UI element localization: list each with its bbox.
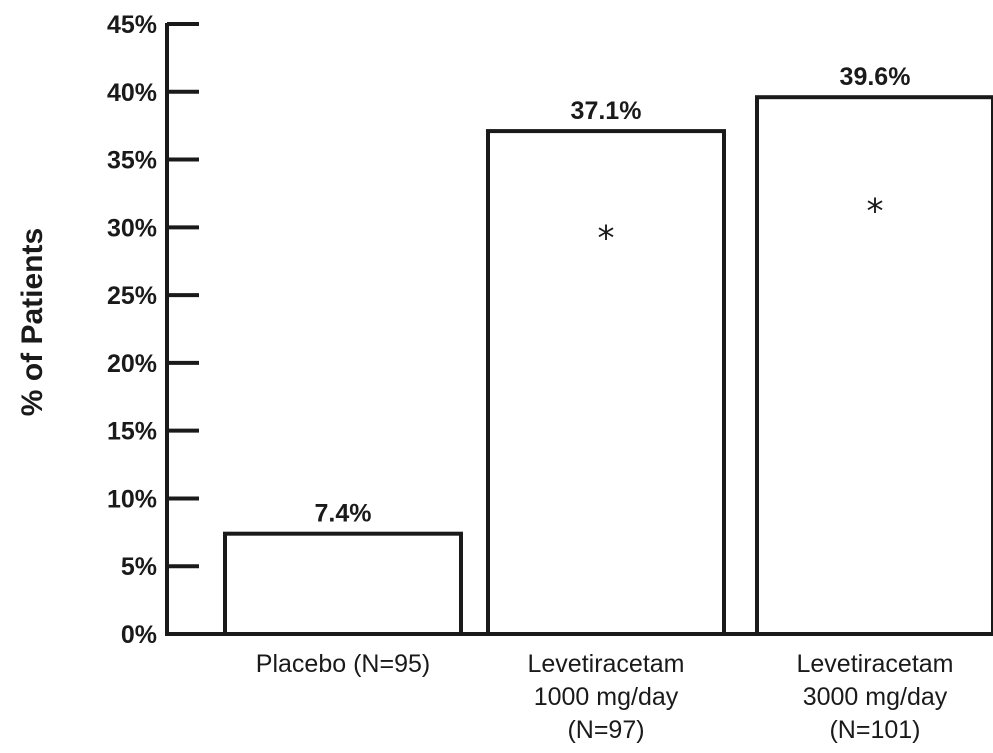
y-tick-label: 45% bbox=[107, 11, 157, 39]
x-category-label: Levetiracetam bbox=[527, 650, 684, 678]
bar-group: 37.1% * bbox=[486, 97, 726, 636]
bar bbox=[486, 129, 726, 636]
x-category-label: Placebo (N=95) bbox=[256, 650, 430, 678]
significance-asterisk: * bbox=[598, 219, 615, 259]
x-category-label: 1000 mg/day bbox=[534, 683, 679, 711]
bar-group: 39.6% * bbox=[755, 63, 993, 636]
bar-value-label: 7.4% bbox=[315, 500, 372, 528]
x-axis: Placebo (N=95) Levetiracetam 1000 mg/day (N… bbox=[165, 632, 990, 744]
bar-value-label: 39.6% bbox=[840, 63, 911, 91]
bar-value-label: 37.1% bbox=[571, 97, 642, 125]
y-tick-label: 15% bbox=[107, 418, 157, 446]
bars: 7.4% 37.1% * 39.6% * bbox=[223, 63, 993, 637]
y-tick-label: 30% bbox=[107, 214, 157, 242]
x-category-label: (N=101) bbox=[829, 716, 920, 744]
y-tick-label: 20% bbox=[107, 350, 157, 378]
x-category-label: Levetiracetam bbox=[796, 650, 953, 678]
significance-asterisk: * bbox=[867, 192, 884, 232]
x-category-label: (N=97) bbox=[567, 716, 644, 744]
bar bbox=[755, 95, 993, 636]
y-tick-label: 40% bbox=[107, 79, 157, 107]
y-tick-label: 25% bbox=[107, 282, 157, 310]
y-tick-label: 5% bbox=[121, 553, 157, 581]
x-category-label: 3000 mg/day bbox=[803, 683, 948, 711]
y-tick-label: 10% bbox=[107, 485, 157, 513]
bar bbox=[223, 531, 463, 637]
y-tick-label: 0% bbox=[121, 621, 157, 649]
y-axis-label: % of Patients bbox=[16, 228, 49, 416]
y-axis: 0% 5% 10% 15% 20% 25% 30% 35% 40% 45% bbox=[107, 11, 199, 649]
y-tick-label: 35% bbox=[107, 147, 157, 175]
bar-group: 7.4% bbox=[223, 500, 463, 637]
